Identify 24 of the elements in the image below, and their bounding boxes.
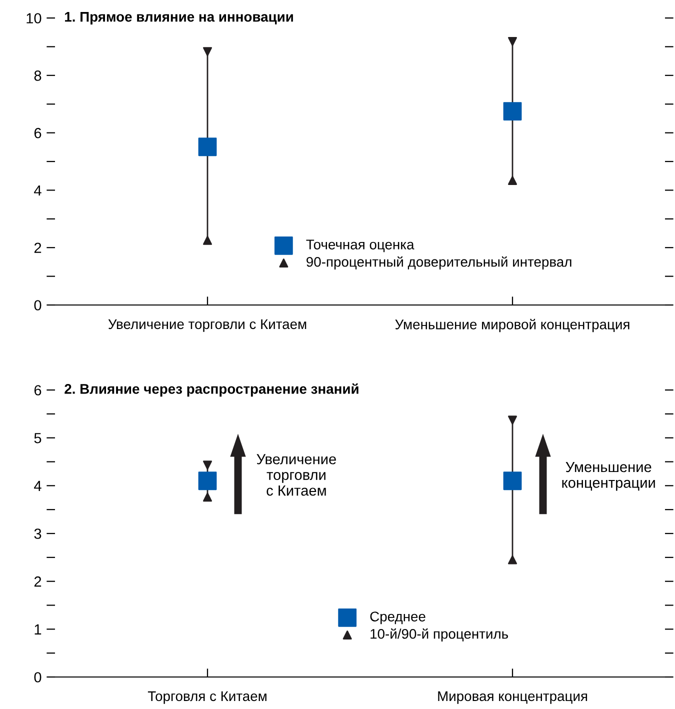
- legend-label: Точечная оценка: [306, 240, 414, 252]
- chart-title: 1. Прямое влияние на инновации: [65, 12, 293, 24]
- y-tick-label: 8: [34, 70, 42, 81]
- chart-title: 2. Влияние через распространение знаний: [64, 383, 358, 397]
- legend-label: 90-процентный доверительный интервал: [306, 256, 572, 270]
- x-tick-label: Уменьшение мировой концентрация: [395, 318, 630, 332]
- y-tick-label: 2: [34, 242, 42, 253]
- y-tick-label: 1: [34, 624, 42, 634]
- y-tick-label: 3: [34, 528, 42, 539]
- y-tick-label: 5: [34, 433, 42, 444]
- annotation: Увеличение торговли с Китаем: [256, 454, 336, 496]
- y-tick-label: 10: [26, 13, 42, 24]
- x-tick-label: Мировая концентрация: [438, 691, 588, 704]
- x-tick-label: Торговля с Китаем: [148, 691, 266, 704]
- y-tick-label: 2: [34, 576, 42, 587]
- annotation: Уменьшение концентрации: [562, 462, 655, 491]
- y-tick-label: 4: [34, 185, 42, 196]
- y-tick-label: 0: [34, 672, 42, 682]
- y-tick-label: 6: [34, 128, 42, 138]
- y-tick-label: 4: [34, 480, 42, 491]
- y-tick-label: 0: [34, 300, 42, 310]
- legend-label: 10-й/90-й процентиль: [370, 628, 508, 642]
- legend-label: Среднее: [370, 612, 426, 624]
- y-tick-label: 6: [34, 385, 42, 396]
